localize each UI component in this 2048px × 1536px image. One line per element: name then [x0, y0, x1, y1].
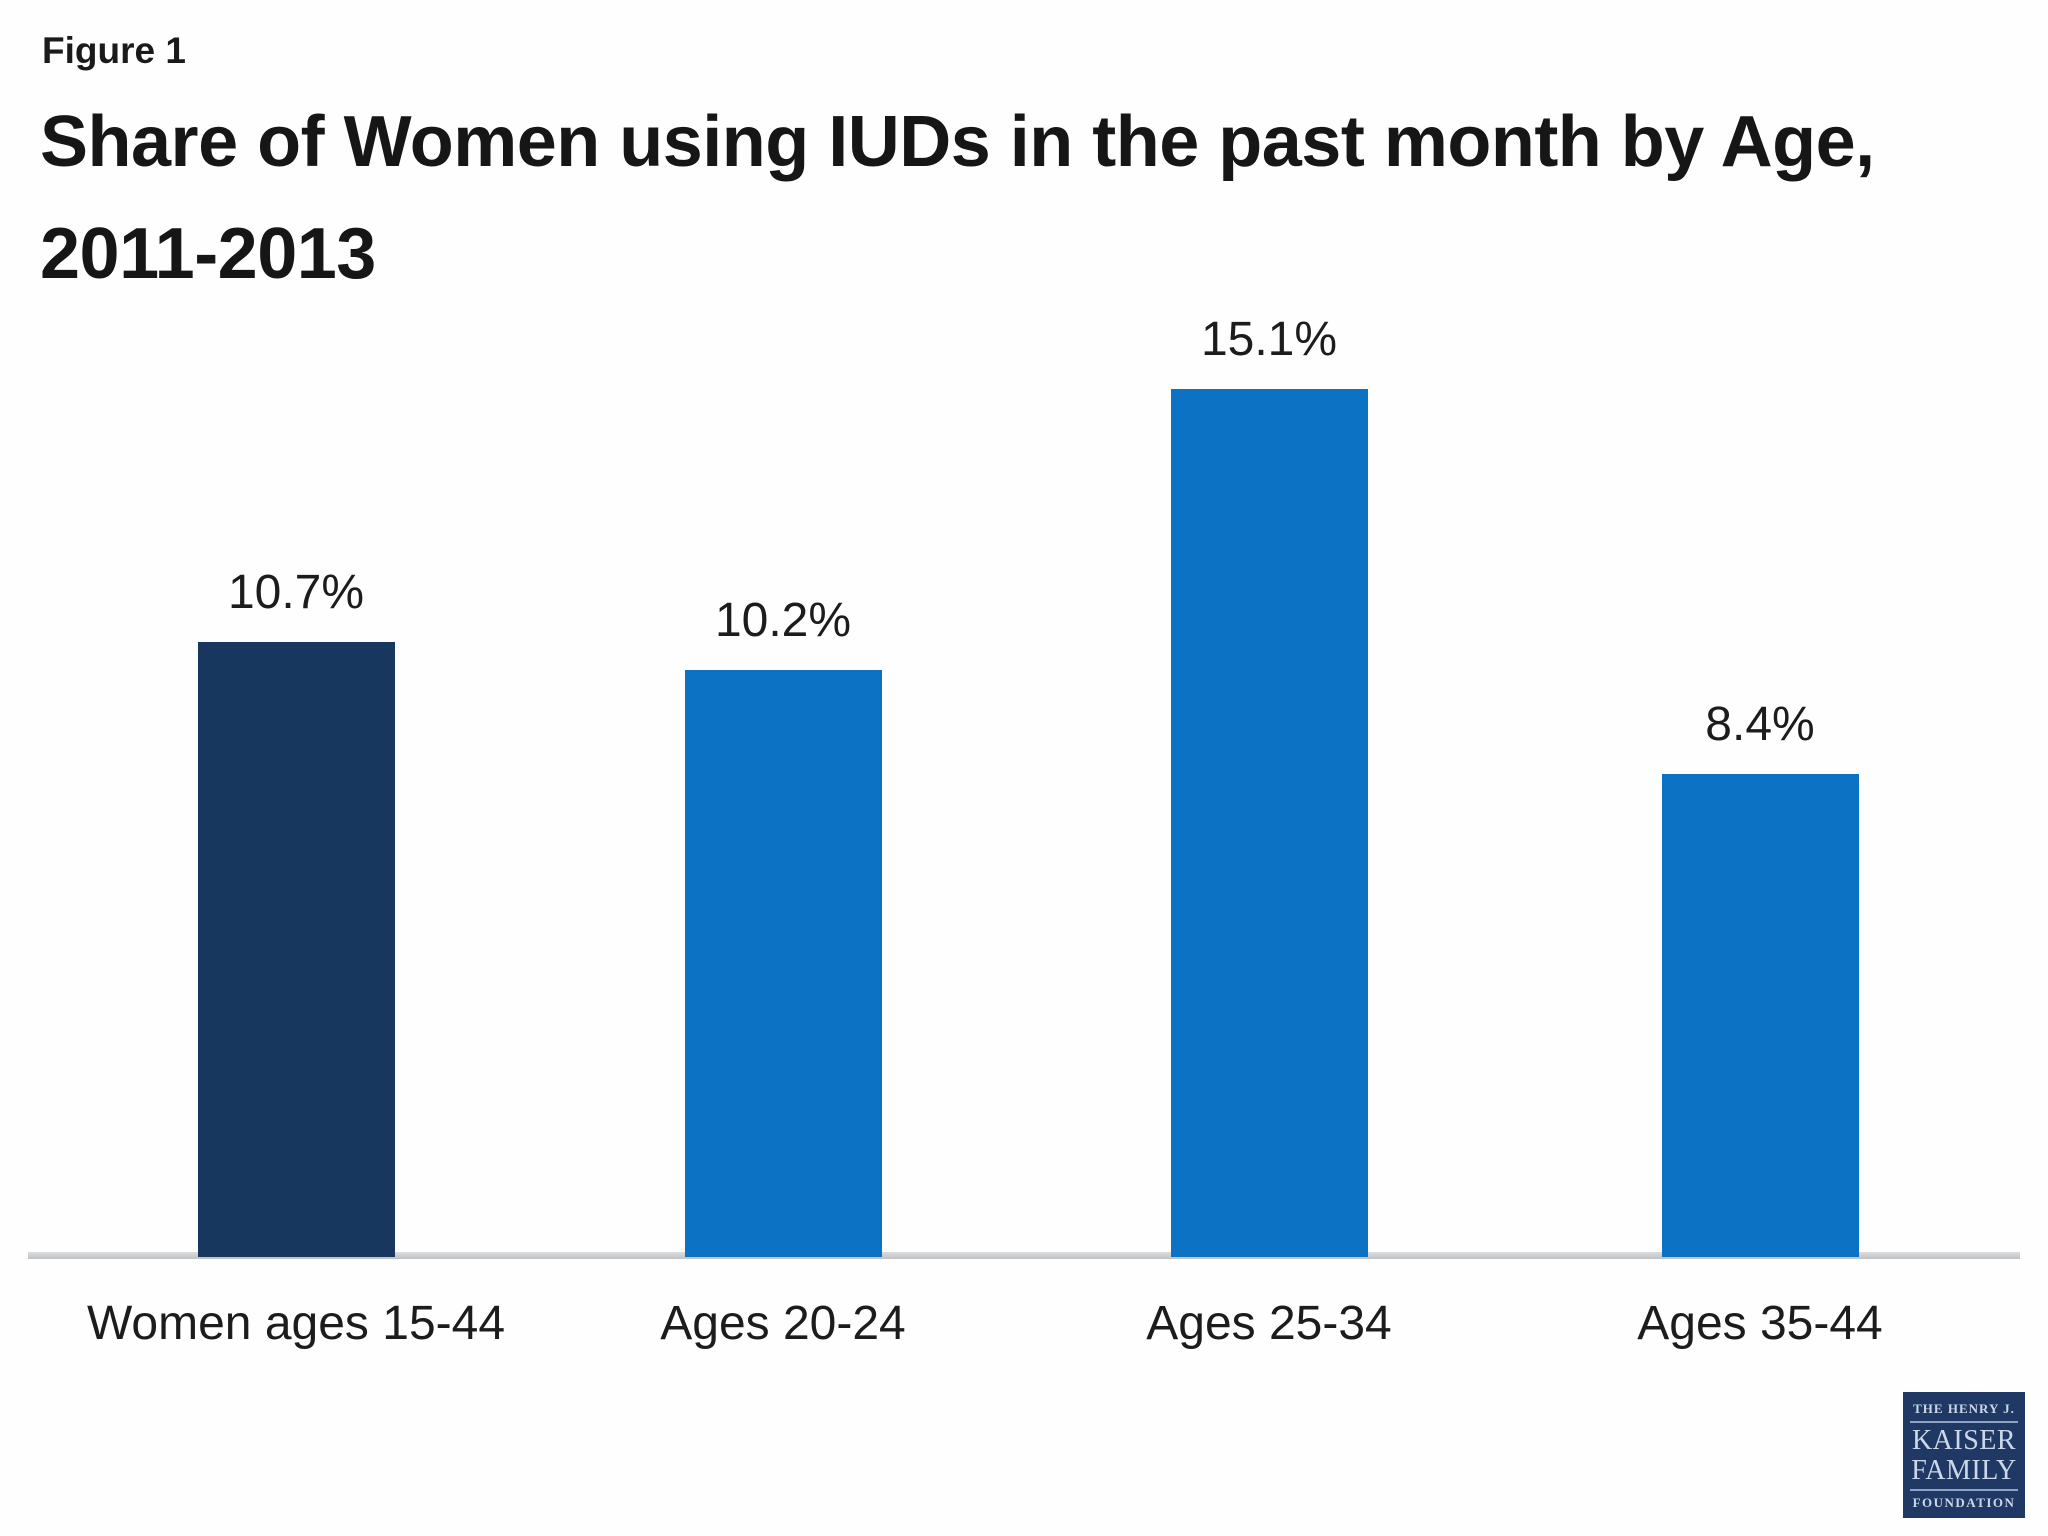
logo-foundation-text: FOUNDATION: [1910, 1489, 2018, 1511]
bar-value-label: 10.2%: [714, 594, 852, 647]
x-axis-label: Women ages 15-44: [86, 1297, 506, 1350]
logo-kaiser-text: KAISER: [1911, 1425, 2017, 1456]
x-axis-label: Ages 20-24: [660, 1297, 906, 1350]
chart-notes: Notes: Data for women ages 15-19 not pre…: [42, 1437, 1243, 1536]
bar-value-label: 8.4%: [1705, 698, 1815, 751]
bar-0: [197, 642, 395, 1257]
bar-value-label: 15.1%: [1200, 313, 1338, 366]
logo-family-text: FAMILY: [1911, 1455, 2017, 1486]
bar-3: [1661, 774, 1859, 1257]
kff-logo: THE HENRY J. KAISER FAMILY FOUNDATION: [1903, 1392, 2025, 1518]
logo-henry-j-text: THE HENRY J.: [1910, 1401, 2018, 1423]
bar-2: [1170, 389, 1368, 1257]
bar-1: [684, 670, 882, 1257]
bar-value-label: 10.7%: [227, 566, 365, 619]
x-axis-line: [28, 1252, 2020, 1259]
x-axis-label: Ages 35-44: [1637, 1297, 1883, 1350]
figure-label: Figure 1: [42, 30, 186, 71]
x-axis-label: Ages 25-34: [1146, 1297, 1392, 1350]
chart-title: Share of Women using IUDs in the past mo…: [40, 102, 1875, 294]
